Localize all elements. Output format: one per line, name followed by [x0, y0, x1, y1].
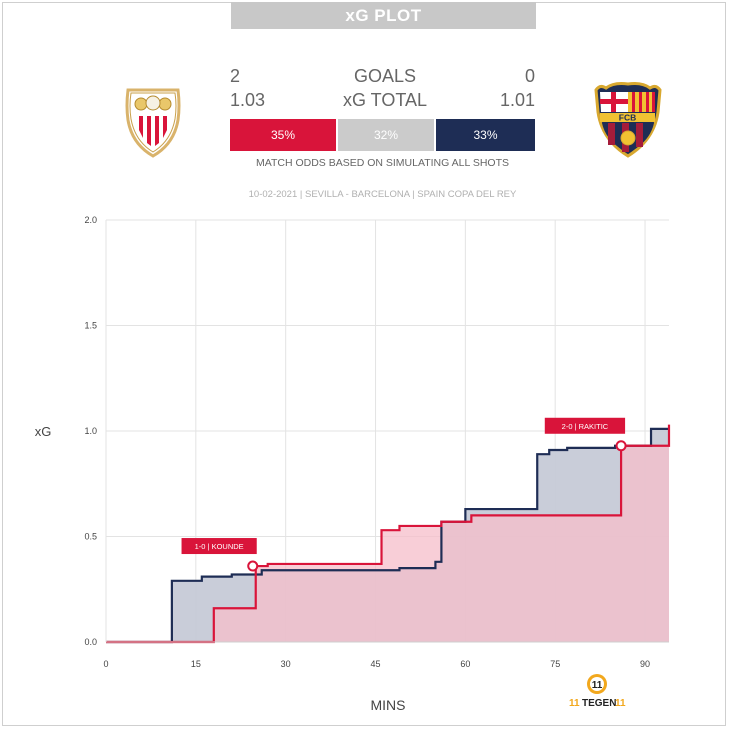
series-area [106, 424, 669, 642]
goal-marker [615, 440, 627, 452]
chart-title: xG PLOT [231, 2, 536, 29]
goal-annotation-box [181, 538, 257, 555]
chart-annotations: 1-0 | KOUNDE 2-0 | RAKITIC [181, 417, 627, 572]
draw-odds: 32% [338, 119, 434, 151]
home-xg-total: 1.03 [230, 90, 266, 110]
series-line [106, 424, 671, 644]
x-tick-label: 75 [550, 659, 560, 669]
x-axis-label: MINS [371, 697, 406, 713]
brand-logo: 11 11 TEGEN 11 [566, 673, 628, 709]
y-tick-label: 0.5 [84, 532, 97, 542]
home-goals: 2 [230, 66, 241, 86]
away-win-odds: 33% [436, 119, 535, 151]
y-tick-label: 2.0 [84, 215, 97, 225]
match-info: 10-02-2021 | SEVILLA - BARCELONA | SPAIN… [248, 189, 517, 200]
goal-annotation-label: 2-0 | RAKITIC [562, 422, 609, 431]
chart-areas [106, 424, 671, 644]
chart-ticks: 0.0 0.5 1.0 1.5 2.0 0 15 30 45 60 75 90 [84, 215, 650, 669]
y-tick-label: 1.5 [84, 321, 97, 331]
home-crest-icon [125, 88, 181, 158]
goal-annotation-box [544, 417, 626, 434]
brand-badge-text: 11 [592, 680, 603, 691]
goals-label: GOALS [353, 66, 417, 86]
brand-name: TEGEN [582, 698, 616, 709]
brand-prefix: 11 [569, 698, 580, 709]
y-axis-label: xG [35, 424, 52, 439]
away-crest-text: FCB [619, 113, 636, 123]
away-xg-total: 1.01 [499, 90, 535, 110]
odds-note: MATCH ODDS BASED ON SIMULATING ALL SHOTS [255, 157, 509, 169]
x-tick-label: 90 [640, 659, 650, 669]
brand-suffix: 11 [615, 698, 626, 709]
series-line [106, 427, 669, 644]
xg-total-label: xG TOTAL [342, 90, 428, 110]
goal-annotation-label: 1-0 | KOUNDE [195, 542, 244, 551]
chart-axes [105, 220, 669, 643]
x-tick-label: 15 [191, 659, 201, 669]
x-tick-label: 45 [371, 659, 381, 669]
away-goals: 0 [524, 66, 535, 86]
x-tick-label: 0 [103, 659, 108, 669]
away-crest-icon: FCB [594, 82, 662, 158]
y-tick-label: 0.0 [84, 637, 97, 647]
goal-marker [247, 560, 259, 572]
y-tick-label: 1.0 [84, 426, 97, 436]
x-tick-label: 30 [281, 659, 291, 669]
x-tick-label: 60 [460, 659, 470, 669]
home-win-odds: 35% [230, 119, 336, 151]
